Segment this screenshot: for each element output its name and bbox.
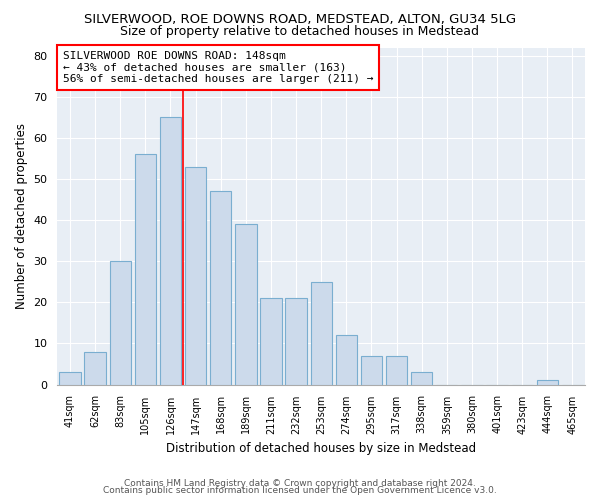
Text: SILVERWOOD, ROE DOWNS ROAD, MEDSTEAD, ALTON, GU34 5LG: SILVERWOOD, ROE DOWNS ROAD, MEDSTEAD, AL…: [84, 12, 516, 26]
Bar: [260, 298, 281, 384]
Bar: [311, 282, 332, 384]
Y-axis label: Number of detached properties: Number of detached properties: [15, 123, 28, 309]
Bar: [536, 380, 558, 384]
Bar: [210, 192, 232, 384]
Bar: [335, 335, 357, 384]
Text: Contains HM Land Registry data © Crown copyright and database right 2024.: Contains HM Land Registry data © Crown c…: [124, 478, 476, 488]
Bar: [160, 118, 181, 384]
Bar: [134, 154, 156, 384]
Bar: [411, 372, 433, 384]
Text: Size of property relative to detached houses in Medstead: Size of property relative to detached ho…: [121, 25, 479, 38]
Bar: [59, 372, 80, 384]
X-axis label: Distribution of detached houses by size in Medstead: Distribution of detached houses by size …: [166, 442, 476, 455]
Bar: [85, 352, 106, 384]
Bar: [361, 356, 382, 384]
Bar: [386, 356, 407, 384]
Bar: [235, 224, 257, 384]
Bar: [185, 166, 206, 384]
Bar: [110, 262, 131, 384]
Text: Contains public sector information licensed under the Open Government Licence v3: Contains public sector information licen…: [103, 486, 497, 495]
Bar: [286, 298, 307, 384]
Text: SILVERWOOD ROE DOWNS ROAD: 148sqm
← 43% of detached houses are smaller (163)
56%: SILVERWOOD ROE DOWNS ROAD: 148sqm ← 43% …: [62, 51, 373, 84]
